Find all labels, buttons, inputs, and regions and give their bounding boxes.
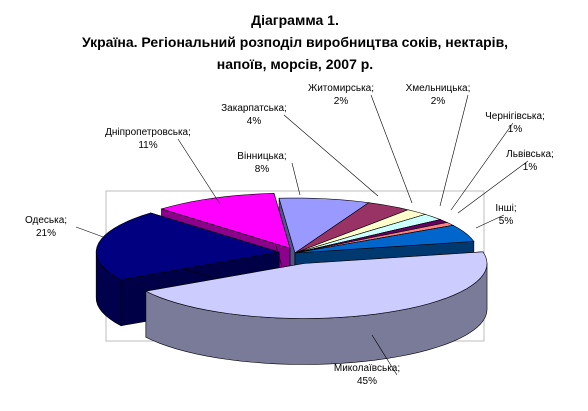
leader-line-dnipropetrovska [177, 138, 221, 205]
slice-label-name-zhytomyrska: Житомирська; [308, 83, 374, 94]
leader-line-zakarpatska [283, 114, 379, 197]
slice-odeska-top [95, 212, 280, 281]
slice-label-name-mykolaivska: Миколаївська; [334, 363, 400, 374]
slice-mykolaivska-top [144, 251, 488, 319]
leader-line-zhytomyrska [370, 94, 413, 204]
slice-label-value-khmelnytska: 2% [431, 96, 446, 107]
chart-title-line-2: Україна. Регіональний розподіл виробницт… [82, 34, 508, 50]
slice-label-name-inshi: Інші; [495, 203, 516, 214]
leader-line-mykolaivska [371, 334, 398, 376]
slice-label-value-zhytomyrska: 2% [334, 96, 349, 107]
slice-labels: Вінницька; 8% Закарпатська; 4% Житомирська; 2… [25, 83, 554, 387]
slice-label-value-dnipropetrovska: 11% [138, 140, 157, 151]
slice-label-value-vinnytska: 8% [255, 164, 270, 175]
slice-label-value-inshi: 5% [499, 216, 514, 227]
slice-label-name-dnipropetrovska: Дніпропетровська; [105, 127, 191, 138]
slice-label-name-khmelnytska: Хмельницька; [406, 83, 471, 94]
leader-line-khmelnytska [439, 94, 469, 207]
leader-line-odeska [75, 226, 107, 239]
leader-line-chernihivska [450, 122, 514, 211]
leader-line-vinnytska [291, 162, 301, 196]
slice-label-value-mykolaivska: 45% [357, 376, 377, 387]
slice-dnipropetrovska-top [160, 193, 291, 249]
chart-title-line-3: напоїв, морсів, 2007 р. [217, 56, 373, 72]
slice-label-name-zakarpatska: Закарпатська; [221, 103, 287, 114]
leader-line-lvivska [457, 160, 529, 214]
slice-label-value-zakarpatska: 4% [247, 116, 262, 127]
slice-label-name-lvivska: Львівська; [506, 149, 554, 160]
pie-slices [95, 193, 488, 365]
slice-mykolaivska [144, 251, 488, 365]
leader-line-inshi [475, 214, 505, 229]
slice-label-value-chernihivska: 1% [508, 124, 523, 135]
slice-label-name-odeska: Одеська; [25, 215, 67, 226]
slice-label-name-chernihivska: Чернігівська; [485, 111, 545, 122]
slice-label-name-vinnytska: Вінницька; [237, 151, 286, 162]
slice-label-value-odeska: 21% [36, 228, 56, 239]
slice-inshi-top [294, 225, 475, 254]
slice-vinnytska-top [278, 197, 370, 254]
leader-lines [75, 94, 529, 376]
chart-title-line-1: Діаграмма 1. [251, 12, 339, 28]
slice-label-value-lvivska: 1% [523, 162, 538, 173]
